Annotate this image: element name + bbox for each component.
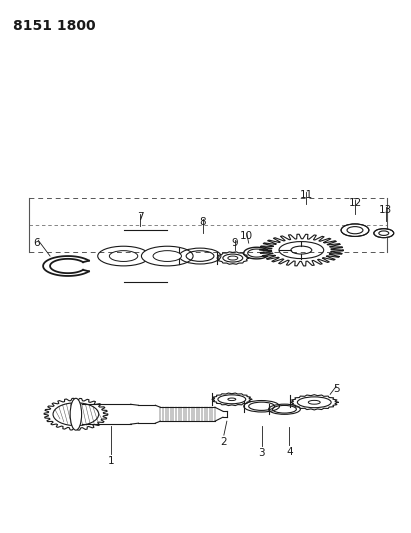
- Text: 13: 13: [379, 205, 393, 215]
- Text: 9: 9: [231, 238, 238, 248]
- Text: 8: 8: [200, 217, 206, 227]
- Text: 6: 6: [33, 238, 39, 248]
- Text: 7: 7: [137, 212, 144, 222]
- Text: 11: 11: [300, 190, 313, 200]
- Text: 3: 3: [258, 448, 265, 458]
- Ellipse shape: [153, 251, 182, 262]
- Text: 12: 12: [349, 198, 362, 208]
- Ellipse shape: [70, 398, 82, 430]
- Ellipse shape: [374, 229, 394, 238]
- Text: 4: 4: [286, 447, 293, 457]
- Text: 8151 1800: 8151 1800: [13, 19, 96, 33]
- Text: 1: 1: [107, 456, 114, 466]
- Text: 5: 5: [333, 384, 339, 394]
- Ellipse shape: [341, 224, 369, 237]
- Ellipse shape: [141, 246, 193, 266]
- Text: 10: 10: [240, 231, 253, 241]
- Text: 2: 2: [221, 437, 227, 447]
